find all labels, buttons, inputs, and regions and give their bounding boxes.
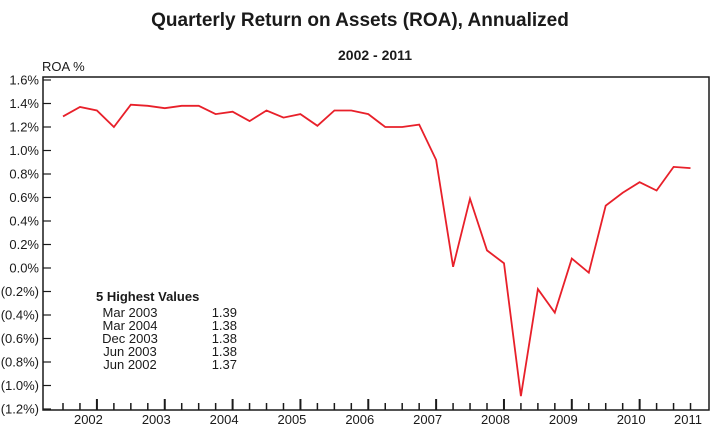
y-tick-label: (0.6%) <box>1 331 39 346</box>
x-tick-label: 2005 <box>277 412 306 427</box>
series-layer <box>62 103 691 397</box>
x-tick-label: 2003 <box>142 412 171 427</box>
x-tick-label: 2009 <box>549 412 578 427</box>
x-tick-label: 2002 <box>74 412 103 427</box>
y-tick-label: (0.4%) <box>1 308 39 323</box>
annotation-period: Mar 2003 <box>103 305 158 320</box>
annotation-title: 5 Highest Values <box>96 289 199 304</box>
y-tick-label: (0.8%) <box>1 355 39 370</box>
annotation-period: Jun 2002 <box>103 357 157 372</box>
annotation-value: 1.37 <box>212 357 237 372</box>
annotation-value: 1.38 <box>212 344 237 359</box>
y-tick-label: 0.4% <box>9 214 39 229</box>
y-tick-label: 1.0% <box>9 143 39 158</box>
plot-border <box>42 76 710 411</box>
y-tick-label: 1.2% <box>9 120 39 135</box>
x-tick-label: 2004 <box>210 412 239 427</box>
y-tick-label: (1.0%) <box>1 378 39 393</box>
y-axis: 1.6% 1.4% 1.2% 1.0% 0.8% 0.6% 0.4% 0.2% 0.0% (0.2… <box>1 73 51 417</box>
y-tick-label: (1.2%) <box>1 402 39 417</box>
y-tick-label: 0.0% <box>9 261 39 276</box>
x-tick-label: 2010 <box>617 412 646 427</box>
y-tick-label: (0.2%) <box>1 284 39 299</box>
annotation-period: Dec 2003 <box>102 331 158 346</box>
x-tick-label: 2008 <box>481 412 510 427</box>
annotation-value: 1.38 <box>212 331 237 346</box>
x-tick-label: 2011 <box>674 412 702 427</box>
x-tick-label: 2007 <box>413 412 442 427</box>
annotation-value: 1.38 <box>212 318 237 333</box>
annotation-period: Mar 2004 <box>103 318 158 333</box>
chart-title: Quarterly Return on Assets (ROA), Annual… <box>151 10 569 31</box>
y-axis-label: ROA % <box>42 59 85 74</box>
annotation-value: 1.39 <box>212 305 237 320</box>
x-axis: 2002 2003 2004 2005 2006 2007 2008 2009 2010 2011 <box>62 399 702 427</box>
highest-values-annotation: 5 Highest Values Mar 2003 1.39 Mar 2004 1.3… <box>96 289 237 372</box>
y-tick-label: 0.2% <box>9 237 39 252</box>
y-tick-label: 0.8% <box>9 167 39 182</box>
x-tick-label: 2006 <box>345 412 374 427</box>
annotation-period: Jun 2003 <box>103 344 157 359</box>
chart-subtitle: 2002 - 2011 <box>338 47 412 63</box>
y-tick-label: 1.6% <box>9 73 39 88</box>
plot-frame <box>42 76 710 411</box>
y-tick-label: 1.4% <box>9 96 39 111</box>
y-tick-label: 0.6% <box>9 190 39 205</box>
roa-series-line <box>62 103 691 397</box>
